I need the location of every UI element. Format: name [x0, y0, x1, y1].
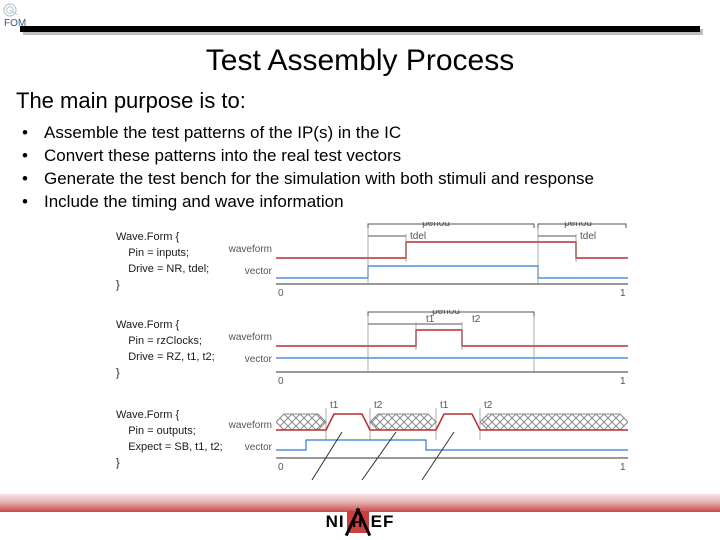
vector-label: vector — [212, 266, 272, 277]
svg-text:t1: t1 — [426, 314, 435, 325]
timing-diagram: Wave.Form { Pin = inputs; Drive = NR, td… — [116, 222, 632, 492]
bullet-text: Assemble the test patterns of the IP(s) … — [44, 122, 401, 145]
svg-text:1: 1 — [620, 376, 626, 387]
svg-text:tdel: tdel — [580, 231, 596, 242]
svg-text:t2: t2 — [374, 400, 383, 411]
svg-text:1: 1 — [620, 288, 626, 299]
svg-text:tdel: tdel — [410, 231, 426, 242]
waveform-label: waveform — [212, 420, 272, 431]
waveform-svg-2: period t1 t2 0 1 — [276, 310, 628, 390]
nikhef-logo: NI H EF — [310, 508, 410, 536]
list-item: •Assemble the test patterns of the IP(s)… — [22, 122, 594, 145]
vector-label: vector — [212, 354, 272, 365]
list-item: •Generate the test bench for the simulat… — [22, 168, 594, 191]
footer-logo-right: EF — [371, 512, 395, 532]
top-divider — [20, 26, 700, 32]
svg-text:period: period — [564, 222, 592, 229]
code-block-1: Wave.Form { Pin = inputs; Drive = NR, td… — [116, 230, 266, 294]
slide-title: Test Assembly Process — [0, 44, 720, 78]
vector-label: vector — [212, 442, 272, 453]
svg-text:0: 0 — [278, 462, 284, 473]
waveform-label: waveform — [212, 332, 272, 343]
svg-text:t2: t2 — [484, 400, 493, 411]
svg-text:0: 0 — [278, 376, 284, 387]
fom-logo: FOM — [2, 2, 42, 28]
code-block-2: Wave.Form { Pin = rzClocks; Drive = RZ, … — [116, 318, 266, 382]
svg-text:t2: t2 — [472, 314, 481, 325]
svg-text:t1: t1 — [330, 400, 339, 411]
svg-text:1: 1 — [620, 462, 626, 473]
bullet-text: Generate the test bench for the simulati… — [44, 168, 594, 191]
bullet-text: Convert these patterns into the real tes… — [44, 145, 401, 168]
svg-text:period: period — [422, 222, 450, 229]
code-block-3: Wave.Form { Pin = outputs; Expect = SB, … — [116, 408, 266, 472]
bullet-text: Include the timing and wave information — [44, 191, 344, 214]
svg-text:period: period — [432, 310, 460, 317]
nikhef-h-icon: H — [347, 511, 369, 533]
svg-text:0: 0 — [278, 288, 284, 299]
footer-logo-left: NI — [326, 512, 345, 532]
bullet-list: •Assemble the test patterns of the IP(s)… — [22, 122, 594, 214]
list-item: •Convert these patterns into the real te… — [22, 145, 594, 168]
waveform-label: waveform — [212, 244, 272, 255]
waveform-svg-1: period period tdel tdel 0 1 — [276, 222, 628, 302]
slide-subtitle: The main purpose is to: — [16, 88, 246, 114]
svg-text:t1: t1 — [440, 400, 449, 411]
waveform-svg-3: t1 t2 t1 t2 0 1 — [276, 398, 628, 484]
list-item: •Include the timing and wave information — [22, 191, 594, 214]
